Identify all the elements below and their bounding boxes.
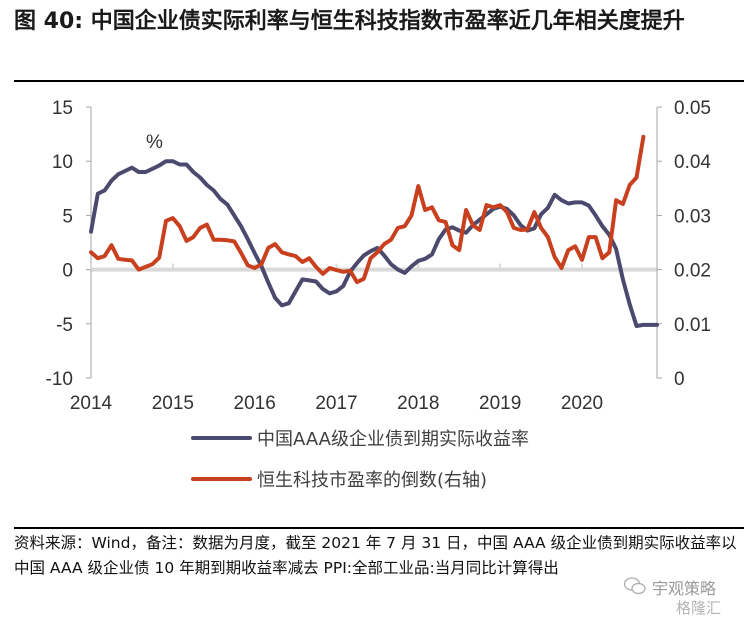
left-tick-label: 15 xyxy=(52,98,73,119)
left-tick-label: -5 xyxy=(56,315,73,336)
right-tick-label: 0.03 xyxy=(674,206,711,227)
x-axis: 2014 2015 2016 2017 2018 2019 2020 xyxy=(70,263,603,414)
left-tick-label: 0 xyxy=(62,261,73,282)
x-tick-label: 2015 xyxy=(152,393,194,414)
series-line-real-yield xyxy=(89,159,659,328)
x-tick-label: 2014 xyxy=(70,393,113,414)
x-tick-label: 2019 xyxy=(479,393,521,414)
left-tick-label: 5 xyxy=(62,206,73,227)
right-tick-label: 0.04 xyxy=(674,152,711,173)
right-tick-label: 0.05 xyxy=(674,98,711,119)
legend: 中国AAA级企业债到期实际收益率 恒生科技市盈率的倒数(右轴) xyxy=(191,429,529,491)
x-tick-label: 2017 xyxy=(315,393,357,414)
left-axis: 15 10 5 0 -5 -10 xyxy=(46,98,92,390)
legend-label-real-yield: 中国AAA级企业债到期实际收益率 xyxy=(257,429,529,450)
left-tick-label: -10 xyxy=(46,369,73,390)
watermark-site: 格隆汇 xyxy=(676,599,722,617)
wechat-icon xyxy=(623,577,646,595)
figure-title: 图 40: 中国企业债实际利率与恒生科技指数市盈率近几年相关度提升 xyxy=(14,9,685,34)
right-axis: 0.05 0.04 0.03 0.02 0.01 0 xyxy=(656,98,711,390)
x-tick-label: 2016 xyxy=(234,393,276,414)
footnote-divider xyxy=(14,527,744,529)
series-line-pe-inverse xyxy=(89,134,646,285)
x-tick-label: 2018 xyxy=(397,393,439,414)
series-lines xyxy=(89,134,659,328)
legend-label-pe-inverse: 恒生科技市盈率的倒数(右轴) xyxy=(257,470,487,491)
left-tick-label: 10 xyxy=(52,152,73,173)
unit-label: % xyxy=(146,132,163,153)
watermark-account: 宇观策略 xyxy=(652,579,717,598)
right-tick-label: 0 xyxy=(674,369,685,390)
source-footnote: 资料来源：Wind，备注：数据为月度，截至 2021 年 7 月 31 日，中国… xyxy=(14,534,737,577)
right-tick-label: 0.01 xyxy=(674,315,711,336)
x-tick-label: 2020 xyxy=(561,393,603,414)
right-tick-label: 0.02 xyxy=(674,261,711,282)
title-divider xyxy=(14,80,744,82)
